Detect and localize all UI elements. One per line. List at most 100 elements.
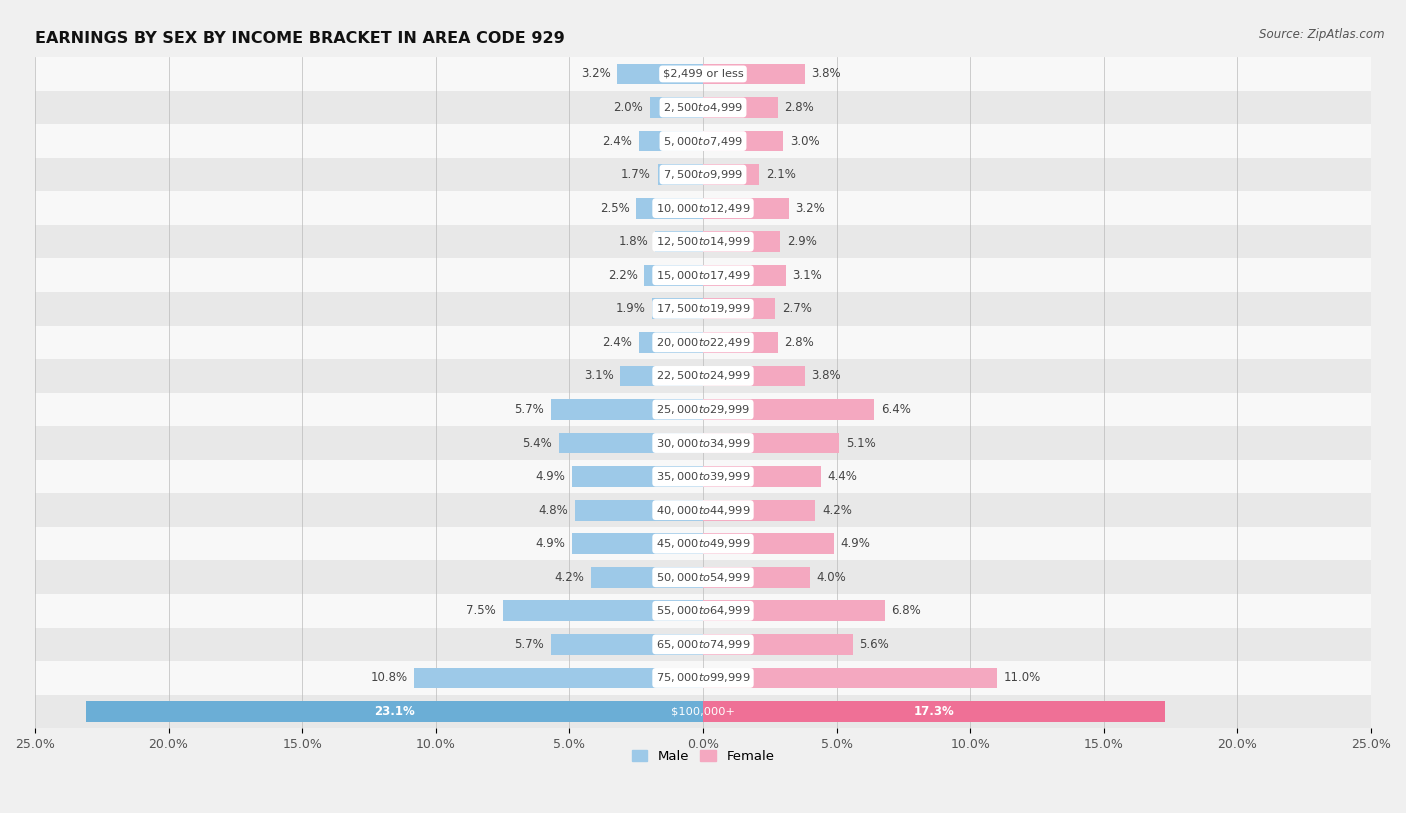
Text: 23.1%: 23.1% <box>374 705 415 718</box>
Bar <box>35 359 1371 393</box>
Text: 4.9%: 4.9% <box>536 537 565 550</box>
Text: $2,500 to $4,999: $2,500 to $4,999 <box>664 101 742 114</box>
Text: $5,000 to $7,499: $5,000 to $7,499 <box>664 134 742 147</box>
Text: 4.2%: 4.2% <box>823 503 852 516</box>
Bar <box>86 701 703 722</box>
Bar <box>620 366 703 386</box>
Bar <box>35 694 1371 728</box>
Bar <box>35 493 1371 527</box>
Bar <box>551 634 703 654</box>
Text: 2.5%: 2.5% <box>600 202 630 215</box>
Text: 2.0%: 2.0% <box>613 101 643 114</box>
Text: $10,000 to $12,499: $10,000 to $12,499 <box>655 202 751 215</box>
Bar <box>35 560 1371 594</box>
Text: 10.8%: 10.8% <box>371 672 408 685</box>
Bar <box>703 164 759 185</box>
Bar <box>35 292 1371 325</box>
Bar <box>703 97 778 118</box>
Bar <box>551 399 703 420</box>
Bar <box>35 661 1371 694</box>
Bar <box>591 567 703 588</box>
Bar <box>638 332 703 353</box>
Text: 4.4%: 4.4% <box>827 470 858 483</box>
Text: 4.2%: 4.2% <box>554 571 583 584</box>
Bar <box>575 500 703 520</box>
Bar <box>502 601 703 621</box>
Text: 6.4%: 6.4% <box>880 403 911 416</box>
Text: $40,000 to $44,999: $40,000 to $44,999 <box>655 503 751 516</box>
Text: 3.1%: 3.1% <box>793 269 823 282</box>
Bar <box>617 63 703 85</box>
Text: $75,000 to $99,999: $75,000 to $99,999 <box>655 672 751 685</box>
Bar <box>572 533 703 554</box>
Text: 4.9%: 4.9% <box>841 537 870 550</box>
Bar <box>703 332 778 353</box>
Bar <box>636 198 703 219</box>
Bar <box>35 57 1371 91</box>
Text: 7.5%: 7.5% <box>467 604 496 617</box>
Text: 2.1%: 2.1% <box>766 168 796 181</box>
Bar <box>35 325 1371 359</box>
Bar <box>703 63 804 85</box>
Text: 3.8%: 3.8% <box>811 67 841 80</box>
Text: 3.2%: 3.2% <box>581 67 610 80</box>
Bar <box>35 225 1371 259</box>
Bar <box>703 601 884 621</box>
Bar <box>650 97 703 118</box>
Text: $7,500 to $9,999: $7,500 to $9,999 <box>664 168 742 181</box>
Text: Source: ZipAtlas.com: Source: ZipAtlas.com <box>1260 28 1385 41</box>
Bar <box>35 393 1371 426</box>
Text: 1.7%: 1.7% <box>621 168 651 181</box>
Text: 2.8%: 2.8% <box>785 336 814 349</box>
Bar <box>703 399 875 420</box>
Text: 4.8%: 4.8% <box>538 503 568 516</box>
Text: 2.7%: 2.7% <box>782 302 811 315</box>
Bar <box>35 191 1371 225</box>
Bar <box>644 265 703 285</box>
Text: $45,000 to $49,999: $45,000 to $49,999 <box>655 537 751 550</box>
Text: 2.4%: 2.4% <box>602 336 633 349</box>
Text: $65,000 to $74,999: $65,000 to $74,999 <box>655 638 751 651</box>
Text: EARNINGS BY SEX BY INCOME BRACKET IN AREA CODE 929: EARNINGS BY SEX BY INCOME BRACKET IN ARE… <box>35 31 565 46</box>
Bar <box>703 701 1166 722</box>
Bar <box>703 466 821 487</box>
Text: $100,000+: $100,000+ <box>671 706 735 716</box>
Bar <box>652 298 703 320</box>
Bar <box>703 366 804 386</box>
Text: 1.8%: 1.8% <box>619 235 648 248</box>
Bar <box>703 131 783 151</box>
Bar <box>703 634 852 654</box>
Bar <box>35 527 1371 560</box>
Bar <box>703 500 815 520</box>
Text: 5.7%: 5.7% <box>515 403 544 416</box>
Bar <box>35 426 1371 460</box>
Text: 2.4%: 2.4% <box>602 134 633 147</box>
Bar <box>703 232 780 252</box>
Bar <box>655 232 703 252</box>
Bar <box>703 198 789 219</box>
Text: $30,000 to $34,999: $30,000 to $34,999 <box>655 437 751 450</box>
Bar <box>35 460 1371 493</box>
Text: 5.4%: 5.4% <box>522 437 553 450</box>
Bar <box>35 259 1371 292</box>
Text: 2.8%: 2.8% <box>785 101 814 114</box>
Text: 17.3%: 17.3% <box>914 705 955 718</box>
Bar <box>703 265 786 285</box>
Text: $25,000 to $29,999: $25,000 to $29,999 <box>655 403 751 416</box>
Text: $17,500 to $19,999: $17,500 to $19,999 <box>655 302 751 315</box>
Text: 2.9%: 2.9% <box>787 235 817 248</box>
Text: $2,499 or less: $2,499 or less <box>662 69 744 79</box>
Bar <box>35 124 1371 158</box>
Text: 6.8%: 6.8% <box>891 604 921 617</box>
Text: $55,000 to $64,999: $55,000 to $64,999 <box>655 604 751 617</box>
Text: 5.1%: 5.1% <box>846 437 876 450</box>
Bar <box>703 667 997 689</box>
Text: $50,000 to $54,999: $50,000 to $54,999 <box>655 571 751 584</box>
Text: $35,000 to $39,999: $35,000 to $39,999 <box>655 470 751 483</box>
Bar <box>35 594 1371 628</box>
Bar <box>703 567 810 588</box>
Bar <box>415 667 703 689</box>
Legend: Male, Female: Male, Female <box>626 745 780 768</box>
Text: 1.9%: 1.9% <box>616 302 645 315</box>
Text: 4.0%: 4.0% <box>817 571 846 584</box>
